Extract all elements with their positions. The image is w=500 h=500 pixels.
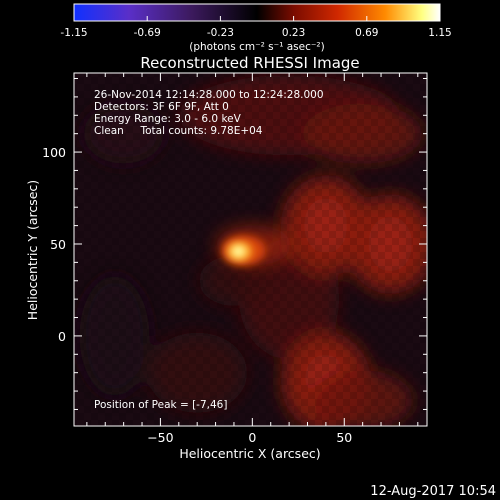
colorbar-unit-label: (photons cm⁻² s⁻¹ asec⁻²) [189, 41, 324, 53]
colorbar-tick-label: -0.69 [134, 27, 161, 39]
y-tick-label: 0 [58, 329, 66, 344]
colorbar-tick-label: 0.69 [355, 27, 378, 39]
colorbar: -1.15 -0.69 -0.23 0.23 0.69 1.15 (photons cm⁻… [60, 3, 452, 53]
colorbar-gradient [73, 3, 441, 22]
x-tick-label: −50 [147, 430, 173, 445]
colorbar-tick-label: -1.15 [60, 27, 87, 39]
annotation-time-range: 26-Nov-2014 12:14:28.000 to 12:24:28.000 [94, 89, 324, 101]
plot-frame [73, 72, 428, 427]
peak-position-label: Position of Peak = [-7,46] [94, 399, 227, 411]
annotation-detectors: Detectors: 3F 6F 9F, Att 0 [94, 101, 229, 113]
y-tick-label: 100 [42, 145, 66, 160]
chart-title: Reconstructed RHESSI Image [140, 54, 359, 72]
image-area [74, 73, 427, 426]
colorbar-tick-label: -0.23 [207, 27, 234, 39]
y-tick-label: 50 [50, 237, 66, 252]
x-tick-label: 50 [336, 430, 352, 445]
x-tick-label: 0 [248, 430, 256, 445]
x-axis-title: Heliocentric X (arcsec) [179, 446, 320, 461]
annotation-total-counts: Clean Total counts: 9.78E+04 [94, 125, 263, 137]
source-peak [231, 245, 246, 258]
footer-timestamp: 12-Aug-2017 10:54 [370, 484, 496, 499]
colorbar-tick-label: 1.15 [428, 27, 451, 39]
y-axis-title: Heliocentric Y (arcsec) [25, 180, 40, 320]
annotation-energy-range: Energy Range: 3.0 - 6.0 keV [94, 113, 242, 125]
annotation-block: 26-Nov-2014 12:14:28.000 to 12:24:28.000… [94, 89, 324, 137]
colorbar-tick-label: 0.23 [282, 27, 305, 39]
